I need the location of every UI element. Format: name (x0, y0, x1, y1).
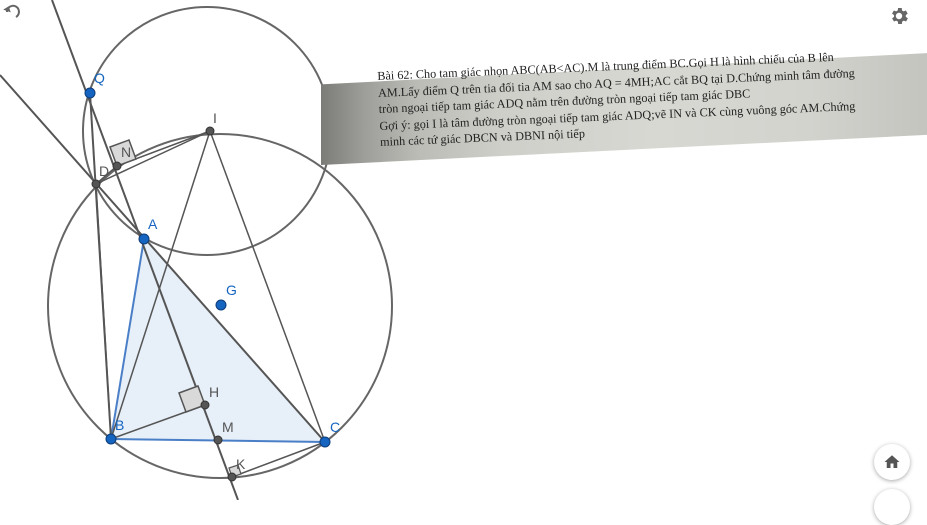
gear-icon (892, 8, 908, 24)
segment-ic[interactable] (209, 130, 326, 443)
right-angle-n (109, 139, 137, 167)
home-icon (884, 455, 900, 468)
point-d[interactable] (91, 179, 101, 189)
segment-db[interactable] (95, 183, 112, 440)
segment-ck[interactable] (231, 441, 326, 478)
point-q[interactable] (84, 87, 96, 99)
line-ac[interactable] (0, 74, 326, 443)
segment-di[interactable] (95, 130, 211, 185)
line-qm[interactable] (51, 0, 239, 500)
point-m[interactable] (213, 435, 223, 445)
point-c[interactable] (319, 436, 331, 448)
label-k: K (236, 456, 246, 472)
point-k[interactable] (227, 472, 237, 482)
undo-button[interactable] (0, 0, 26, 24)
label-h: H (209, 384, 219, 400)
zoom-button[interactable] (874, 489, 910, 525)
point-b[interactable] (105, 433, 117, 445)
right-angle-h (178, 385, 206, 413)
label-i: I (213, 110, 217, 126)
point-n[interactable] (112, 161, 122, 171)
segment-ab[interactable] (110, 238, 145, 440)
label-a: A (148, 216, 158, 232)
settings-button[interactable] (884, 2, 914, 30)
label-n: N (121, 144, 131, 160)
label-d: D (99, 163, 109, 179)
circle-dbc[interactable] (47, 133, 393, 479)
undo-icon (3, 4, 20, 18)
triangle-abc[interactable] (111, 239, 325, 442)
label-m: M (222, 419, 234, 435)
label-b: B (115, 417, 124, 433)
segment-ib[interactable] (110, 130, 211, 440)
point-g[interactable] (215, 299, 227, 311)
home-button[interactable] (874, 444, 910, 480)
point-i[interactable] (205, 126, 215, 136)
geometry-canvas[interactable]: Q A G B C I N D H M K (0, 0, 927, 500)
segment-dn[interactable] (95, 165, 118, 185)
point-h[interactable] (200, 400, 210, 410)
label-g: G (226, 282, 237, 298)
point-a[interactable] (138, 233, 150, 245)
label-c: C (330, 419, 340, 435)
label-q: Q (94, 70, 105, 86)
